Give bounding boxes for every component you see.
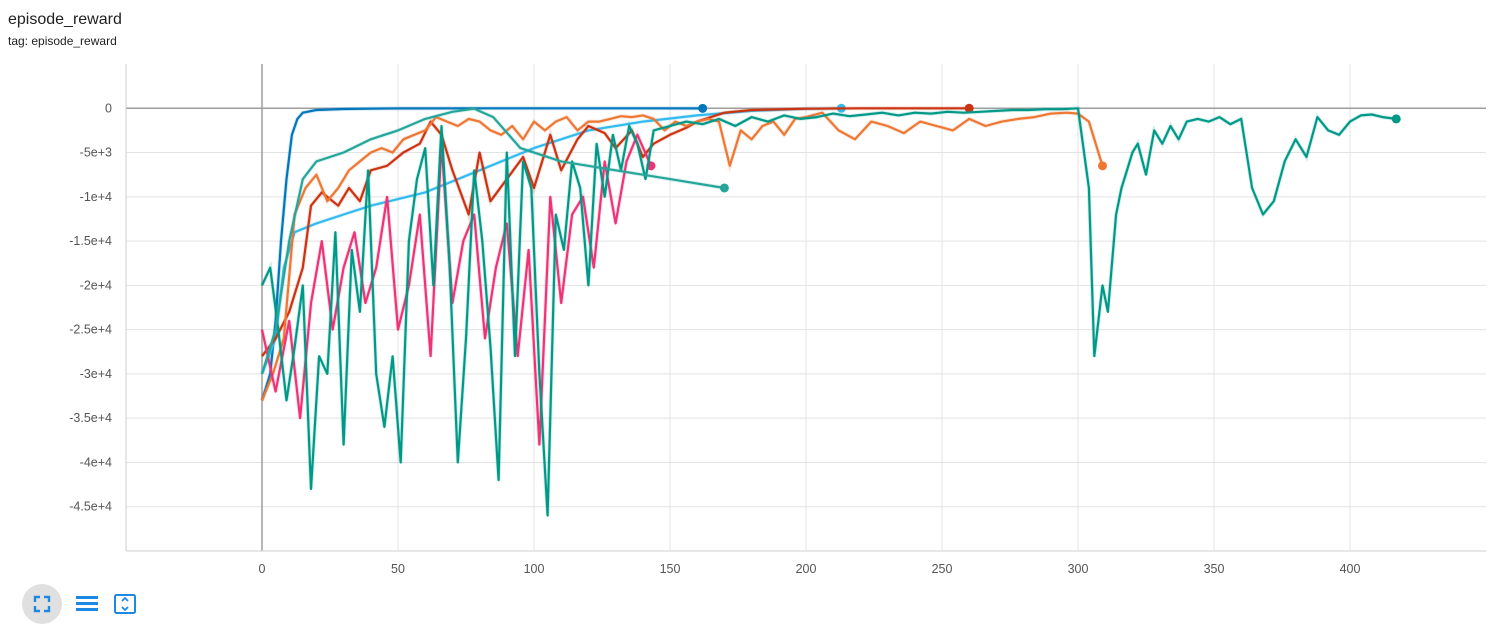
series-end-marker-5 [1391,114,1401,124]
chart-title: episode_reward [8,11,122,28]
y-tick-label: -4.5e+4 [69,500,112,514]
tick-labels: 0 50 100 150 200 250 300 350 400 0 -5e+3 -1e+4 -1.5e… [69,101,1360,576]
series-line-5 [261,107,1397,517]
x-tick-label: 250 [932,562,953,576]
series-raw-line-3 [260,110,1105,402]
y-tick-label: -2.5e+4 [69,323,112,337]
y-tick-label: -1e+4 [80,190,112,204]
chart-tag: tag: episode_reward [8,34,117,48]
y-tick-label: -1.5e+4 [69,234,112,248]
chart-toolbar [22,584,138,624]
x-tick-label: 200 [796,562,817,576]
y-tick-label: -3e+4 [80,367,112,381]
toggle-log-scale-button[interactable] [74,591,100,617]
x-tick-label: 300 [1068,562,1089,576]
x-tick-label: 50 [391,562,405,576]
x-tick-label: 350 [1204,562,1225,576]
line-chart[interactable]: 0 50 100 150 200 250 300 350 400 0 -5e+3 -1e+4 -1.5e… [0,0,1505,580]
x-tick-label: 400 [1340,562,1361,576]
y-tick-label: -3.5e+4 [69,411,112,425]
y-tick-label: -4e+4 [80,455,112,469]
expand-chart-icon [114,594,136,614]
expand-chart-button[interactable] [112,591,138,617]
x-tick-label: 0 [259,562,266,576]
fit-to-data-button[interactable] [22,584,62,624]
y-tick-label: 0 [105,101,112,115]
series-line-3 [260,111,1104,401]
toggle-log-scale-icon [76,596,98,611]
series-end-marker-0 [698,103,708,113]
x-tick-label: 100 [524,562,545,576]
series-line-0 [260,107,703,401]
series-group [260,103,1401,517]
y-tick-label: -5e+3 [80,146,112,160]
series-end-marker-3 [1097,161,1107,171]
series-line-6 [260,107,725,375]
series-end-marker-2 [964,103,974,113]
fit-to-data-icon [33,595,51,613]
y-tick-label: -2e+4 [80,278,112,292]
series-end-marker-6 [719,183,729,193]
x-tick-label: 150 [660,562,681,576]
